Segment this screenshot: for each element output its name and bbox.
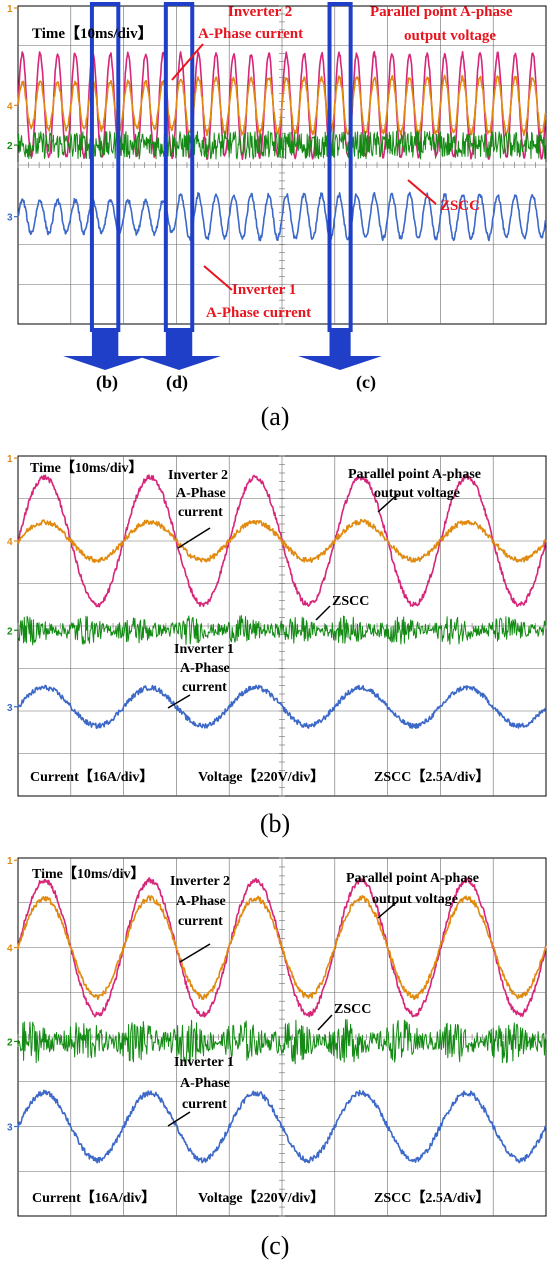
panel-b-trace-parallel-point-a-phase-output-voltage (17, 474, 547, 608)
panel-b-time-scale: Time【10ms/div】 (30, 460, 143, 476)
panel-c-trace-zscc (17, 1019, 547, 1065)
panel-b-voltage-line1: Parallel point A-phase (348, 467, 481, 482)
zoom-arrow-stem-0 (91, 330, 119, 356)
panel-c-voltage-line2: output voltage (372, 892, 458, 907)
panel-c-inverter2-pointer (179, 943, 211, 963)
zoom-arrow-stem-1 (165, 330, 193, 356)
panel-b-channel-marker-4: 4 (7, 537, 13, 548)
panel-b-inverter2-line1: Inverter 2 (168, 468, 228, 483)
panel-b-inverter2-pointer (177, 527, 211, 549)
panel-a-traces: 1 4 2 3 (7, 4, 547, 242)
panel-a-trace-zscc (17, 130, 546, 160)
panel-a-trace-inverter-2-a-phase-current (17, 74, 547, 137)
panel-c-channel-marker-1: 1 (7, 856, 13, 867)
panel-a-zscc-arrow (407, 179, 437, 205)
panel-b-channel-marker-3: 3 (7, 703, 13, 714)
panel-a-channel-marker-2: 2 (7, 141, 13, 152)
panel-a-zscc-label: ZSCC (440, 198, 480, 214)
panel-b-channel-marker-2: 2 (7, 626, 13, 637)
zoom-arrow-head-0 (63, 356, 148, 370)
panel-a-voltage-label-line1: Parallel point A-phase (370, 4, 513, 20)
panel-c-time-scale: Time【10ms/div】 (32, 866, 145, 882)
panel-b-zscc-pointer (315, 605, 331, 621)
panel-a-inverter2-label-line2: A-Phase current (198, 26, 303, 42)
panel-b-trace-inverter-2-a-phase-current (17, 518, 547, 564)
panel-b-trace-inverter-1-a-phase-current (17, 684, 547, 730)
panel-a-inverter1-label-line2: A-Phase current (206, 305, 311, 321)
panel-a-zoom-windows (63, 2, 383, 370)
panel-b-voltage-scale: Voltage【220V/div】 (198, 769, 324, 785)
panel-a: 1 4 2 3 Time【10ms/div】 Inverter 2 A-Phase c… (7, 2, 547, 431)
panel-c-inverter1-line1: Inverter 1 (174, 1055, 234, 1070)
panel-c-trace-inverter-2-a-phase-current (17, 894, 547, 1001)
panel-a-channel-marker-3: 3 (7, 213, 13, 224)
panel-c-inverter2-line3: current (178, 914, 223, 929)
panel-a-channel-marker-4: 4 (7, 101, 13, 112)
zoom-label-c: (c) (356, 372, 376, 393)
zoom-label-d: (d) (166, 372, 188, 393)
panel-c-caption: (c) (261, 1231, 290, 1260)
panel-b-inverter1-line1: Inverter 1 (174, 642, 234, 657)
panel-c-inverter1-line3: current (182, 1097, 227, 1112)
panel-a-channel-marker-1: 1 (7, 4, 13, 15)
panel-b-inverter1-pointer (167, 694, 191, 709)
panel-b-inverter1-line3: current (182, 680, 227, 695)
panel-a-inverter2-label-line1: Inverter 2 (228, 4, 292, 20)
panel-a-trace-inverter-1-a-phase-current (17, 191, 547, 242)
panel-c-current-scale: Current【16A/div】 (32, 1190, 155, 1206)
panel-c-voltage-scale: Voltage【220V/div】 (198, 1190, 324, 1206)
panel-c-zscc-pointer (317, 1014, 333, 1031)
panel-c-channel-marker-4: 4 (7, 944, 13, 955)
panel-b: 1 4 2 3 Time【10ms/div】 Inverter 2 A-Phase c… (7, 454, 547, 838)
panel-c-voltage-line1: Parallel point A-phase (346, 871, 479, 886)
zoom-arrow-head-2 (298, 356, 383, 370)
panel-c-inverter1-pointer (167, 1111, 191, 1127)
panel-b-voltage-pointer (377, 493, 399, 513)
panel-a-inverter1-label-line1: Inverter 1 (232, 282, 296, 298)
panel-b-inverter2-line3: current (178, 505, 223, 520)
zoom-arrow-stem-2 (329, 330, 351, 356)
panel-b-trace-zscc (17, 615, 547, 646)
panel-c-trace-parallel-point-a-phase-output-voltage (17, 877, 547, 1018)
panel-a-time-scale: Time【10ms/div】 (32, 24, 153, 42)
panel-c-zscc-label: ZSCC (334, 1002, 371, 1017)
panel-a-grid (17, 5, 547, 325)
panel-c-traces: 1 4 2 3 (7, 856, 547, 1164)
panel-c-inverter2-line2: A-Phase (176, 894, 226, 909)
panel-b-voltage-line2: output voltage (374, 486, 460, 501)
panel-c-trace-inverter-1-a-phase-current (17, 1089, 547, 1164)
panel-c-voltage-pointer (377, 900, 399, 919)
panel-b-inverter1-line2: A-Phase (180, 661, 230, 676)
zoom-arrow-head-1 (137, 356, 222, 370)
panel-c-zscc-scale: ZSCC【2.5A/div】 (374, 1190, 490, 1206)
panel-c-channel-marker-2: 2 (7, 1037, 13, 1048)
panel-b-inverter2-line2: A-Phase (176, 486, 226, 501)
panel-a-inverter2-arrow (171, 43, 204, 81)
panel-c: 1 4 2 3 Time【10ms/div】 Inverter 2 A-Phase c… (7, 856, 547, 1260)
panel-b-zscc-label: ZSCC (332, 594, 369, 609)
panel-c-channel-marker-3: 3 (7, 1123, 13, 1134)
panel-b-channel-marker-1: 1 (7, 454, 13, 465)
panel-b-traces: 1 4 2 3 (7, 454, 547, 730)
panel-c-inverter2-line1: Inverter 2 (170, 874, 230, 889)
panel-b-current-scale: Current【16A/div】 (30, 769, 153, 785)
panel-a-voltage-label-line2: output voltage (404, 28, 496, 44)
panel-c-inverter1-line2: A-Phase (180, 1076, 230, 1091)
panel-b-caption: (b) (260, 809, 290, 838)
zoom-label-b: (b) (96, 372, 118, 393)
panel-a-inverter1-arrow (203, 265, 233, 291)
panel-a-caption: (a) (261, 402, 290, 431)
panel-b-zscc-scale: ZSCC【2.5A/div】 (374, 769, 490, 785)
